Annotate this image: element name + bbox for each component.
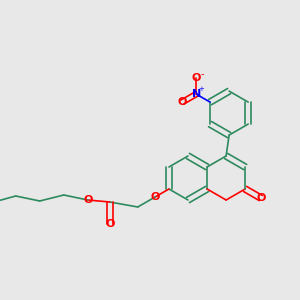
Text: O: O [83,195,92,205]
Text: N: N [192,89,201,99]
Text: +: + [198,86,204,92]
Text: O: O [178,97,187,107]
Text: O: O [256,193,266,203]
Text: O: O [105,219,115,229]
Text: O: O [150,192,160,202]
Text: O: O [191,73,201,83]
Text: -: - [200,69,204,79]
